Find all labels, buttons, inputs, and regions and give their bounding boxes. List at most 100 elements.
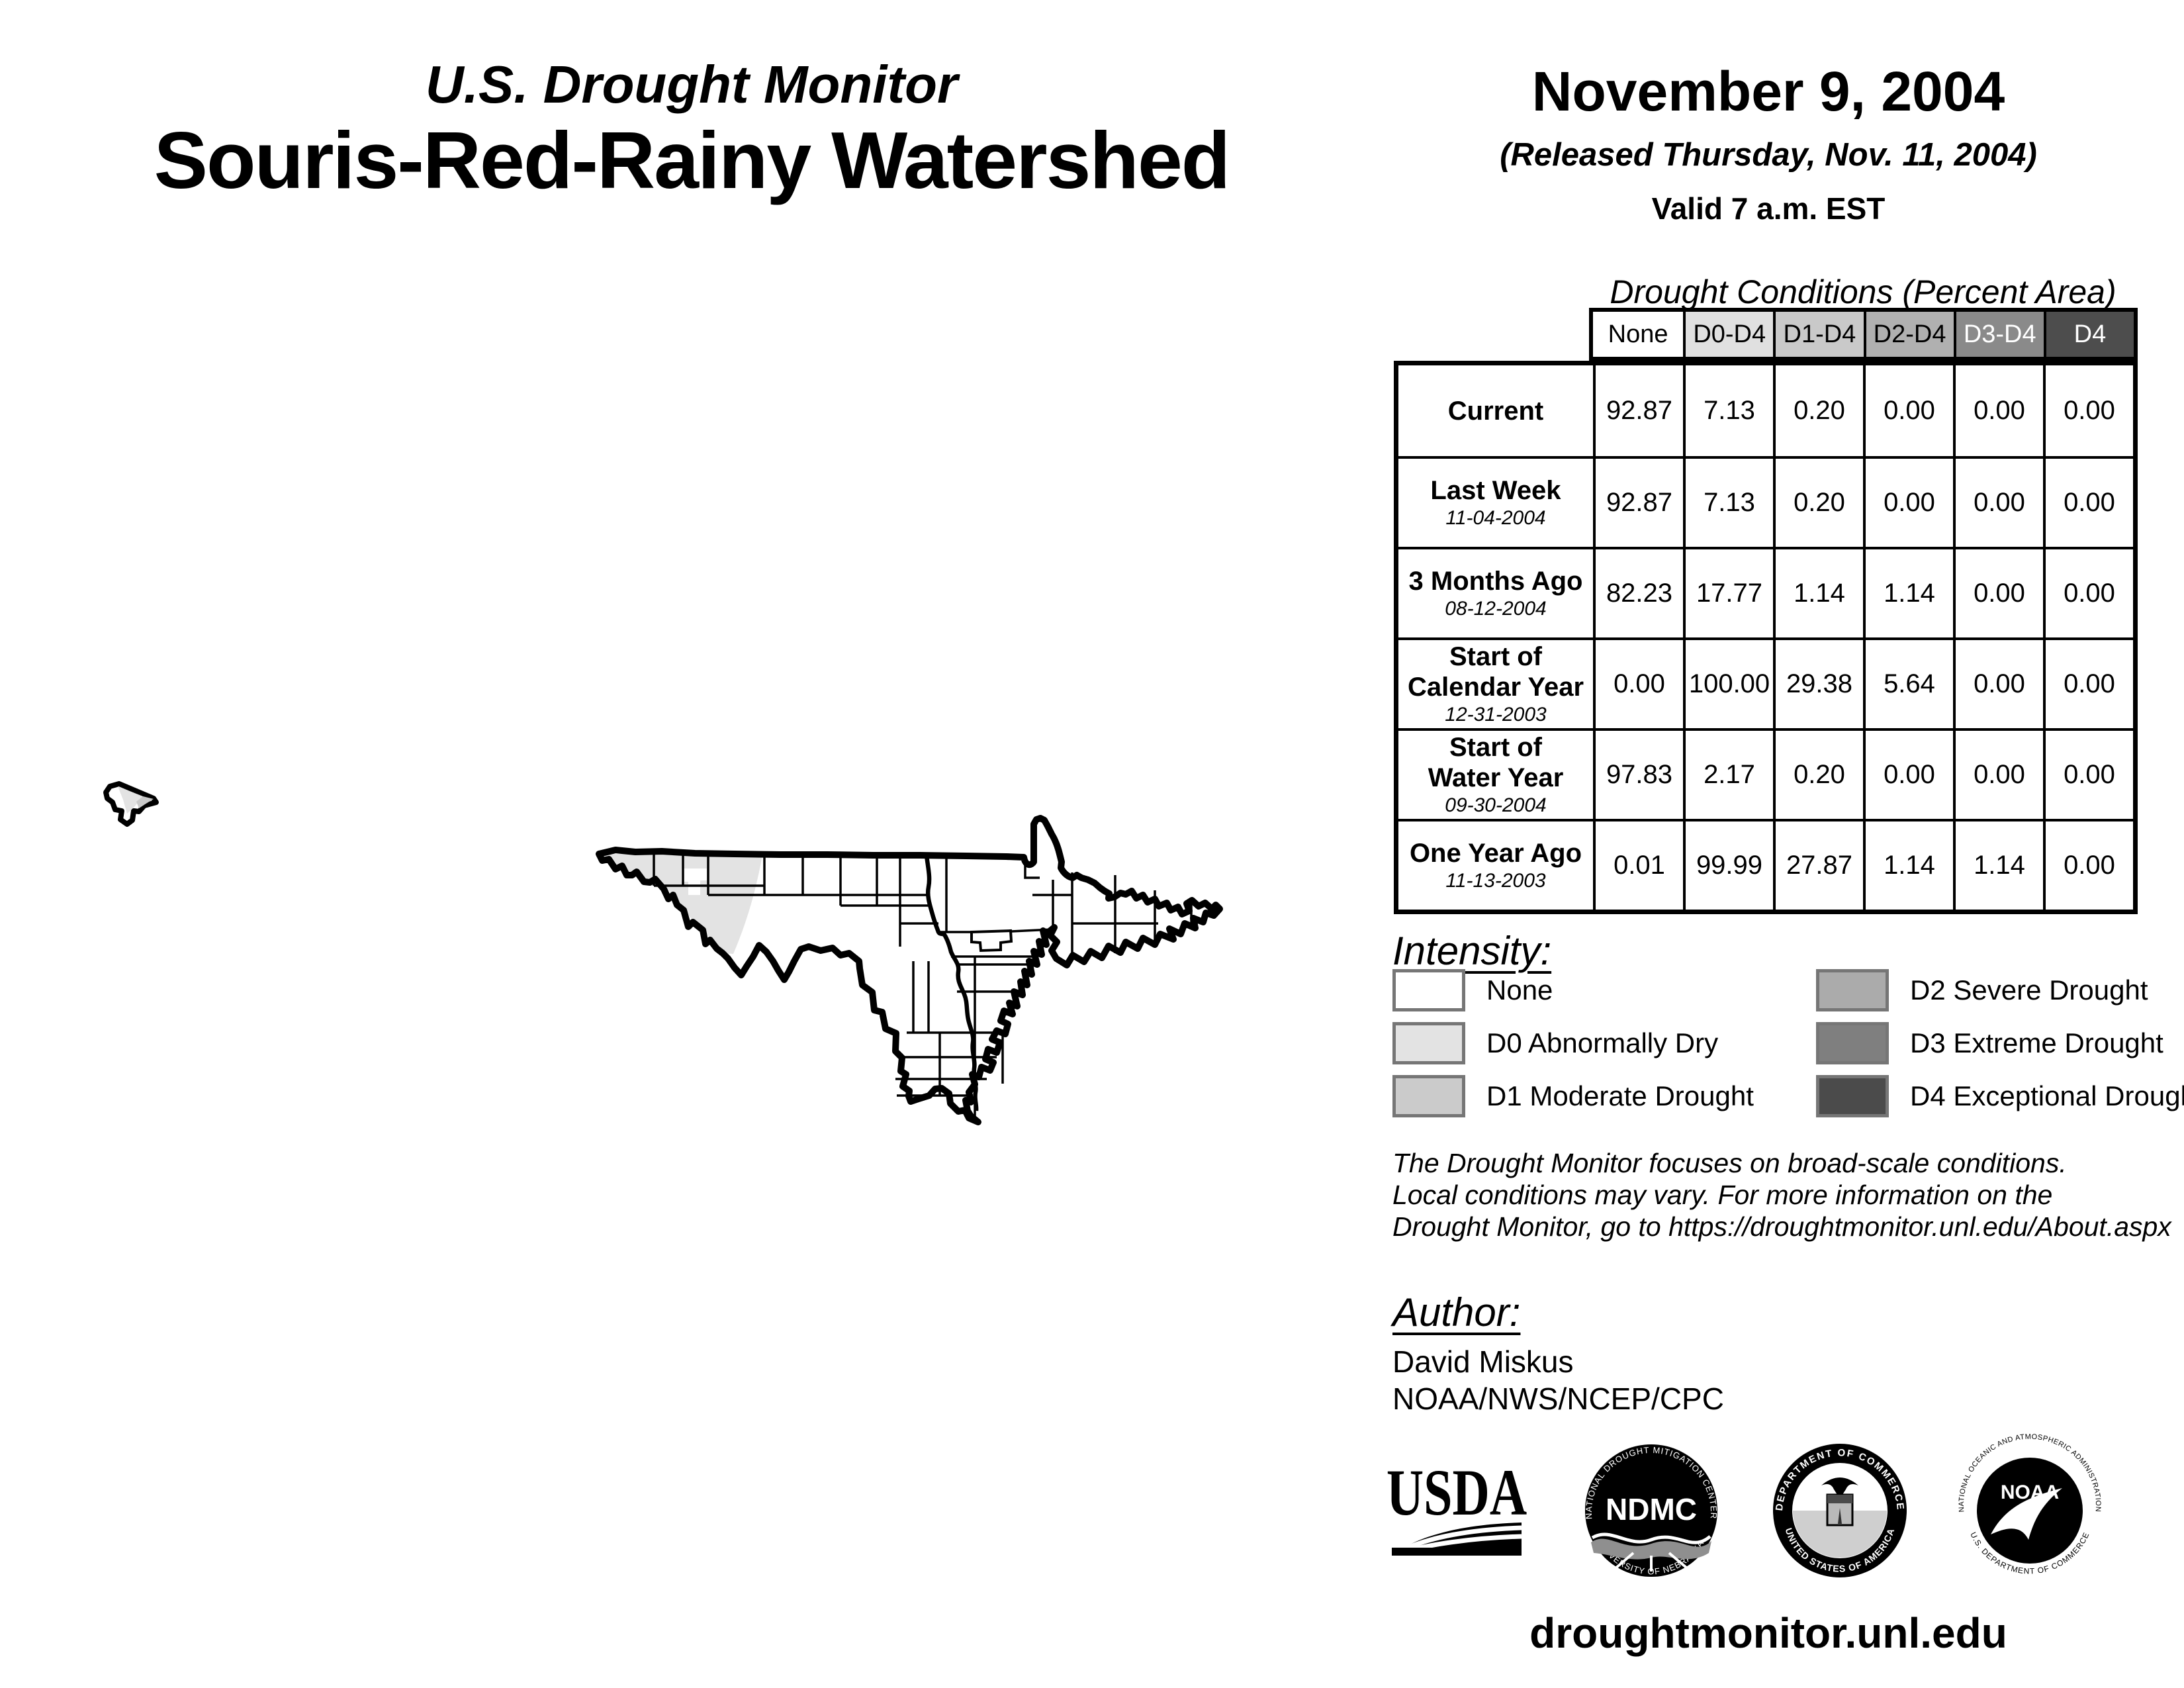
- watershed-map: [103, 781, 1223, 1125]
- col-header-d3d4: D3-D4: [1953, 312, 2044, 357]
- table-row-last-week: Last Week 11-04-2004 92.87 7.13 0.20 0.0…: [1398, 456, 2133, 547]
- cell-value: 27.87: [1773, 821, 1863, 910]
- cell-value: 0.00: [1953, 731, 2043, 819]
- col-header-d1d4: D1-D4: [1773, 312, 1864, 357]
- cell-value: 1.14: [1953, 821, 2043, 910]
- cell-value: 0.00: [2043, 549, 2133, 637]
- cell-value: 7.13: [1683, 459, 1773, 547]
- map-red-river-line: [924, 855, 979, 1111]
- cell-value: 92.87: [1593, 459, 1683, 547]
- col-header-none: None: [1593, 312, 1684, 357]
- valid-time: Valid 7 a.m. EST: [1651, 191, 1886, 226]
- legend-item-d3: D3 Extreme Drought: [1816, 1022, 2163, 1064]
- col-header-d4: D4: [2043, 312, 2134, 357]
- drought-conditions-table: None D0-D4 D1-D4 D2-D4 D3-D4 D4 Current …: [1394, 308, 2138, 914]
- row-label: One Year Ago 11-13-2003: [1409, 838, 1582, 892]
- cell-value: 0.00: [2043, 821, 2133, 910]
- cell-value: 100.00: [1683, 640, 1773, 728]
- table-row-start-calendar-year: Start of Calendar Year 12-31-2003 0.00 1…: [1398, 637, 2133, 728]
- cell-value: 92.87: [1593, 365, 1683, 456]
- legend-item-d0: D0 Abnormally Dry: [1392, 1022, 1718, 1064]
- table-title: Drought Conditions (Percent Area): [1610, 273, 2116, 310]
- usda-logo: USDA: [1387, 1456, 1527, 1558]
- page-title: Souris-Red-Rainy Watershed: [154, 115, 1231, 205]
- noaa-logo: NATIONAL OCEANIC AND ATMOSPHERIC ADMINIS…: [1958, 1433, 2102, 1576]
- cell-value: 0.00: [1953, 640, 2043, 728]
- svg-text:USDA: USDA: [1387, 1456, 1527, 1529]
- legend-swatch-d1: [1392, 1075, 1465, 1117]
- cell-value: 0.00: [2043, 731, 2133, 819]
- map-d1-patch-west: [136, 796, 154, 808]
- legend-item-d2: D2 Severe Drought: [1816, 969, 2148, 1011]
- svg-text:NDMC: NDMC: [1606, 1492, 1697, 1526]
- legend-item-none: None: [1392, 969, 1553, 1011]
- cell-value: 2.17: [1683, 731, 1773, 819]
- cell-value: 0.00: [2043, 365, 2133, 456]
- cell-value: 0.00: [1953, 459, 2043, 547]
- legend-swatch-d0: [1392, 1022, 1465, 1064]
- map-county-cutout: [682, 868, 707, 895]
- row-label: 3 Months Ago 08-12-2004: [1408, 566, 1583, 620]
- row-label: Last Week 11-04-2004: [1430, 475, 1561, 529]
- cell-value: 0.00: [1863, 365, 1953, 456]
- legend-swatch-d2: [1816, 969, 1889, 1011]
- cell-value: 0.00: [1863, 731, 1953, 819]
- cell-value: 5.64: [1863, 640, 1953, 728]
- header-right: November 9, 2004 (Released Thursday, Nov…: [1396, 64, 2140, 226]
- table-body: Current 92.87 7.13 0.20 0.00 0.00 0.00 L…: [1394, 361, 2138, 914]
- table-row-one-year-ago: One Year Ago 11-13-2003 0.01 99.99 27.87…: [1398, 819, 2133, 910]
- map-date: November 9, 2004: [1531, 60, 2005, 122]
- cell-value: 99.99: [1683, 821, 1773, 910]
- department-of-commerce-logo: DEPARTMENT OF COMMERCE UNITED STATES OF …: [1773, 1444, 1907, 1577]
- header-left: U.S. Drought Monitor Souris-Red-Rainy Wa…: [0, 56, 1383, 207]
- cell-value: 0.00: [1593, 640, 1683, 728]
- map-watershed-outline: [596, 815, 1223, 1125]
- cell-value: 97.83: [1593, 731, 1683, 819]
- cell-value: 0.20: [1773, 459, 1863, 547]
- cell-value: 29.38: [1773, 640, 1863, 728]
- col-header-d2d4: D2-D4: [1863, 312, 1954, 357]
- map-detached-polygon: [103, 781, 159, 827]
- cell-value: 17.77: [1683, 549, 1773, 637]
- cell-value: 0.00: [2043, 640, 2133, 728]
- author-org: NOAA/NWS/NCEP/CPC: [1392, 1382, 1724, 1416]
- disclaimer-text: The Drought Monitor focuses on broad-sca…: [1392, 1148, 2171, 1242]
- row-label: Start of Calendar Year 12-31-2003: [1407, 641, 1584, 726]
- released-date: (Released Thursday, Nov. 11, 2004): [1500, 137, 2037, 173]
- row-label: Start of Water Year 09-30-2004: [1428, 732, 1564, 816]
- legend-item-d1: D1 Moderate Drought: [1392, 1075, 1754, 1117]
- cell-value: 0.01: [1593, 821, 1683, 910]
- cell-value: 0.20: [1773, 731, 1863, 819]
- logo-row: USDA NATIONAL DROUGHT MITIGATION CENTER …: [1387, 1433, 2102, 1577]
- cell-value: 1.14: [1863, 549, 1953, 637]
- table-header-row: None D0-D4 D1-D4 D2-D4 D3-D4 D4: [1589, 308, 2138, 361]
- col-header-d0d4: D0-D4: [1683, 312, 1774, 357]
- app-title: U.S. Drought Monitor: [425, 55, 958, 114]
- legend-swatch-d4: [1816, 1075, 1889, 1117]
- table-row-start-water-year: Start of Water Year 09-30-2004 97.83 2.1…: [1398, 728, 2133, 819]
- legend-item-d4: D4 Exceptional Drought: [1816, 1075, 2184, 1117]
- author-title: Author:: [1392, 1290, 1521, 1335]
- footer-url: droughtmonitor.unl.edu: [1529, 1609, 2007, 1657]
- map-county-lines: [653, 851, 1193, 1119]
- cell-value: 82.23: [1593, 549, 1683, 637]
- cell-value: 7.13: [1683, 365, 1773, 456]
- map-enclave-county: [970, 929, 1013, 953]
- table-row-3-months-ago: 3 Months Ago 08-12-2004 82.23 17.77 1.14…: [1398, 547, 2133, 637]
- legend-swatch-d3: [1816, 1022, 1889, 1064]
- cell-value: 0.00: [1863, 459, 1953, 547]
- cell-value: 0.00: [1953, 365, 2043, 456]
- ndmc-logo: NATIONAL DROUGHT MITIGATION CENTER UNIVE…: [1584, 1444, 1718, 1577]
- map-d0-region: [600, 853, 762, 954]
- cell-value: 0.00: [1953, 549, 2043, 637]
- legend-swatch-none: [1392, 969, 1465, 1011]
- table-row-current: Current 92.87 7.13 0.20 0.00 0.00 0.00: [1398, 365, 2133, 456]
- legend-title: Intensity:: [1392, 929, 1552, 973]
- cell-value: 0.00: [2043, 459, 2133, 547]
- row-label: Current: [1447, 396, 1544, 426]
- author-name: David Miskus: [1392, 1344, 1574, 1379]
- cell-value: 1.14: [1773, 549, 1863, 637]
- map-d0-patch-west: [118, 786, 143, 814]
- cell-value: 1.14: [1863, 821, 1953, 910]
